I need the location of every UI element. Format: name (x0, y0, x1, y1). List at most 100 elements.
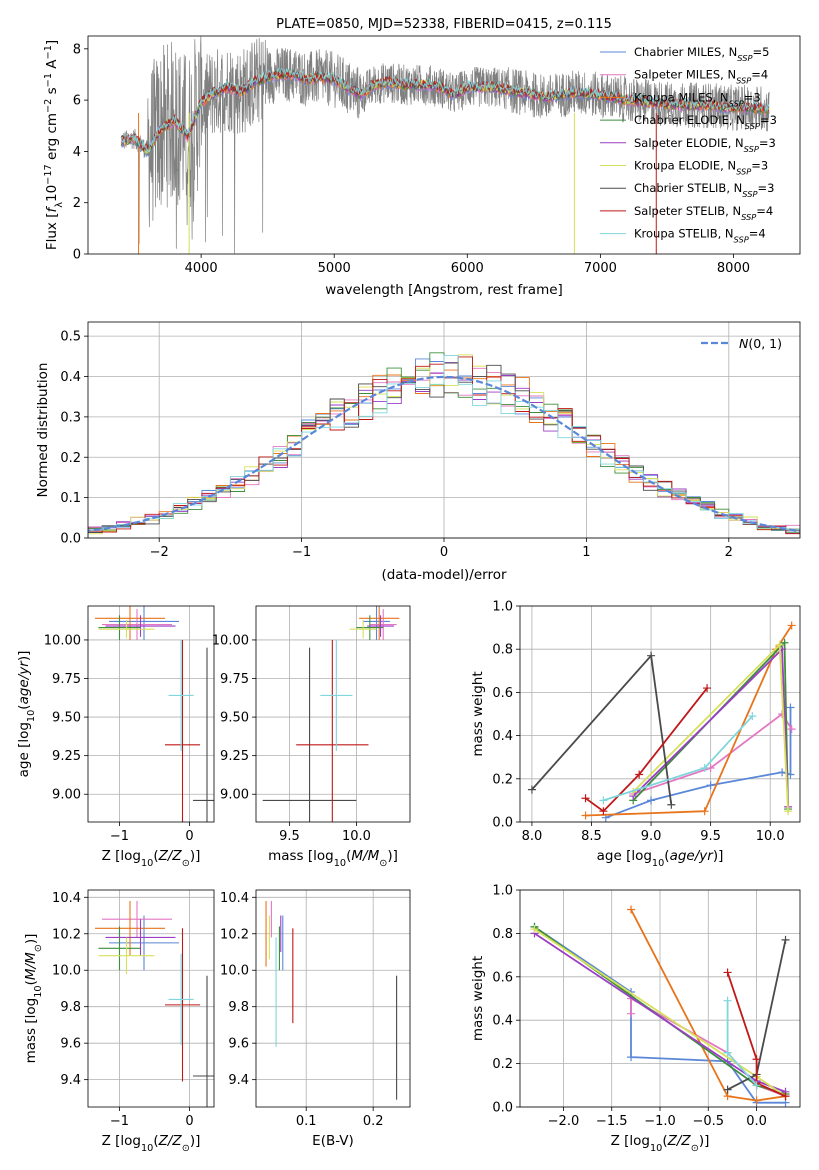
histogram-legend: N(0, 1) (701, 336, 782, 351)
mass-vs-metallicity-panel: −1 0 9.4 9.6 9.8 10.0 10.2 10.4 (52, 889, 215, 1129)
errorbar-chabrier-stelib (193, 647, 214, 822)
y-axis-label: Flux [fλ10−17 erg cm−2 s−1 A−1] (43, 40, 65, 250)
series-point (667, 800, 676, 809)
mass-vs-ebv-panel-marks (265, 900, 398, 1100)
y-tick-label: 0 (73, 248, 81, 263)
series-kroupa-miles (581, 621, 796, 820)
y-tick-label: 10.4 (52, 891, 81, 906)
y-tick-label: 1.0 (492, 600, 513, 615)
series-point (781, 1092, 790, 1101)
x-tick-label: 0.1 (296, 1114, 317, 1129)
spectrum-chart-frame (87, 35, 801, 255)
spectrum-chart-marks (120, 36, 770, 254)
errorbar-kroupa-stelib (320, 639, 353, 752)
errorbar-kroupa-miles (95, 606, 165, 640)
weight-vs-metallicity-panel-marks (530, 905, 790, 1107)
mass-vs-metallicity-panel-grid (88, 890, 214, 1107)
y-tick-label: 9.75 (220, 672, 249, 687)
errorbar-salpeter-elodie (105, 919, 176, 956)
series-point (700, 764, 709, 772)
series-point (723, 1085, 732, 1094)
series-point (647, 796, 656, 805)
y-tick-label: 0.4 (60, 370, 81, 385)
series-point (748, 712, 757, 721)
x-tick-label: −1.0 (644, 1114, 676, 1129)
legend-entry-kroupa-elodie: Kroupa ELODIE, NSSP=3 (634, 159, 768, 177)
y-axis-label: mass weight (470, 956, 486, 1041)
weight-vs-age-panel-frame (519, 605, 801, 823)
legend-entry-salpeter-elodie: Salpeter ELODIE, NSSP=3 (634, 136, 776, 154)
series-chabrier-miles (601, 703, 795, 822)
y-tick-label: 0.2 (60, 451, 81, 466)
x-tick-label: 8.0 (522, 829, 543, 844)
errorbar-salpeter-elodie (367, 615, 394, 637)
errorbar-kroupa-stelib (168, 953, 194, 1045)
model-line-kroupa-stelib (120, 67, 770, 153)
y-tick-label: 2 (73, 196, 81, 211)
series-kroupa-stelib (723, 996, 761, 1090)
y-tick-label: 10.4 (220, 891, 249, 906)
weight-vs-age-panel-grid (520, 605, 800, 823)
y-axis-label: Normed distribution (35, 363, 51, 498)
x-tick-label: 1 (582, 545, 590, 560)
x-tick-label: 9.5 (279, 829, 300, 844)
x-tick-label: 8.5 (581, 829, 602, 844)
errorbar-chabrier-miles (363, 606, 390, 640)
y-axis-label: age [log10(age/yr)] (16, 651, 37, 778)
y-tick-label: 10.00 (44, 633, 81, 648)
errorbar-chabrier-stelib (262, 647, 357, 822)
series-point (780, 638, 789, 647)
y-tick-label: 9.8 (228, 1000, 249, 1015)
y-tick-label: 0.5 (60, 330, 81, 345)
errorbar-kroupa-miles (359, 606, 400, 640)
errorbar-kroupa-elodie (98, 619, 155, 639)
residual-histogram: −2 −1 0 1 2 0.0 0.1 0.2 0.3 0.4 0.5 (60, 321, 801, 560)
y-tick-label: 0.0 (492, 816, 513, 831)
errorbar-chabrier-elodie (356, 615, 384, 640)
age-vs-mass-panel-axes: 9.5 10.0 9.00 9.25 9.50 9.75 10.00 (212, 605, 411, 844)
x-tick-label: 0.0 (746, 1114, 767, 1129)
age-vs-metallicity-panel-axes: −1 0 9.00 9.25 9.50 9.75 10.00 (44, 605, 215, 844)
legend-entry-kroupa-miles: Kroupa MILES, NSSP=3 (634, 90, 761, 108)
legend-entry-salpeter-stelib: Salpeter STELIB, NSSP=4 (634, 204, 773, 222)
y-tick-label: 1.0 (492, 884, 513, 899)
x-tick-label: 0 (185, 1114, 193, 1129)
x-tick-label: −1 (292, 545, 311, 560)
series-point (786, 703, 795, 712)
series-point (703, 684, 712, 693)
errorbar-salpeter-miles (102, 609, 172, 640)
y-tick-label: 9.50 (220, 711, 249, 726)
legend-entry-chabrier-miles: Chabrier MILES, NSSP=5 (634, 45, 769, 63)
y-tick-label: 9.4 (60, 1073, 81, 1088)
series-point (599, 796, 608, 805)
x-tick-label: 0 (440, 545, 448, 560)
y-axis-label: mass weight (470, 671, 486, 756)
y-tick-label: 0.0 (60, 532, 81, 547)
legend-entry-salpeter-miles: Salpeter MILES, NSSP=4 (634, 68, 768, 86)
y-tick-label: 10.2 (52, 927, 81, 942)
series-line (630, 909, 786, 1102)
series-point (752, 1081, 761, 1090)
y-tick-label: 9.6 (60, 1037, 81, 1052)
weight-vs-metallicity-panel-axes: −2.0 −1.5 −1.0 −0.5 0.0 0.0 0.2 0.4 0.6 0.8 1.0 (492, 884, 801, 1129)
age-vs-metallicity-panel-frame (87, 605, 215, 823)
y-tick-label: 0.4 (492, 729, 513, 744)
x-tick-label: −1 (110, 1114, 129, 1129)
y-tick-label: 0.2 (492, 1057, 513, 1072)
series-line (605, 707, 792, 819)
spectrum-chart: 4000 5000 6000 7000 8000 0 2 4 6 8 (73, 35, 801, 276)
y-tick-label: 10.0 (220, 964, 249, 979)
x-tick-label: 10.0 (756, 829, 785, 844)
errorbar-kroupa-stelib (168, 639, 194, 752)
age-vs-metallicity-panel-grid (88, 606, 214, 822)
x-axis-label: Z [log10(Z/Z⊙)] (102, 848, 201, 869)
x-tick-label: 9.5 (700, 829, 721, 844)
x-tick-label: 6000 (451, 261, 484, 276)
y-tick-label: 0.0 (492, 1101, 513, 1116)
series-point (581, 794, 590, 803)
y-tick-label: 0.8 (492, 643, 513, 658)
x-tick-label: −2 (150, 545, 169, 560)
series-line (584, 687, 708, 813)
age-vs-mass-panel-frame (255, 605, 411, 823)
y-tick-label: 0.3 (60, 410, 81, 425)
